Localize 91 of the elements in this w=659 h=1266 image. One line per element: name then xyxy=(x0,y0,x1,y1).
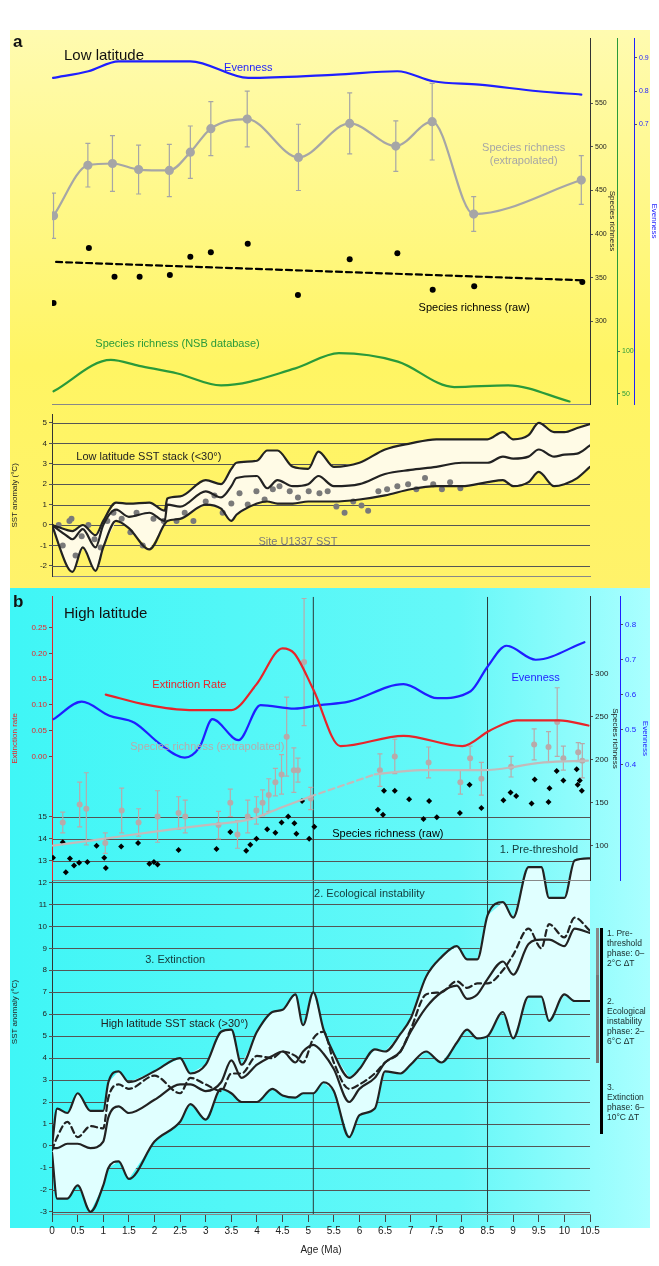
x-tick-label: 4.5 xyxy=(275,1224,290,1236)
x-tick-label: 6.5 xyxy=(378,1224,393,1236)
y2-axis-title: Evenness xyxy=(650,203,659,239)
x-tick-label: 2 xyxy=(151,1224,158,1236)
y-tick-label: 0 xyxy=(42,1141,48,1151)
x-tick-label: 1.5 xyxy=(121,1224,137,1236)
y-tick-label: 15 xyxy=(38,811,48,821)
x-tick-label: 2.5 xyxy=(173,1224,188,1236)
annotation: 2. Ecological instability xyxy=(314,886,426,899)
text: 3. Extinction phase: 6–10°C ΔT xyxy=(607,1082,646,1122)
y3-tick-label: 0.5 xyxy=(625,724,637,734)
y-tick-label: -1 xyxy=(39,540,48,550)
y-tick-label: 3 xyxy=(42,1075,48,1085)
y-tick-label: 5 xyxy=(42,1031,48,1041)
y-tick-label: 5 xyxy=(42,418,48,428)
annotation: 1. Pre-threshold xyxy=(499,842,579,855)
series-label: Evenness xyxy=(224,60,273,73)
y3-tick-label: 0.4 xyxy=(625,759,637,769)
y-tick-label: -2 xyxy=(39,561,48,570)
y-tick-label: 4 xyxy=(42,438,48,448)
y-tick-label: -1 xyxy=(39,1163,48,1173)
y-tick-label: 11 xyxy=(38,899,48,909)
y-tick-label: 9 xyxy=(42,943,48,953)
text: 2. Ecological instability phase: 2–6°C ΔT xyxy=(607,996,647,1046)
x-tick-label: 4 xyxy=(254,1224,261,1236)
y-tick-label: 0.20 xyxy=(31,648,48,658)
y-axis-title: SST anomaly (°C) xyxy=(10,462,19,528)
y-tick-label: 3 xyxy=(42,458,48,468)
y-tick-label: 7 xyxy=(42,987,48,997)
text: 1. Pre-threshold phase: 0–2°C ΔT xyxy=(607,928,646,968)
y-tick-label: 0.25 xyxy=(31,622,48,632)
y3-tick-label: 0.6 xyxy=(625,689,637,699)
y3-tick-label: 0.8 xyxy=(625,619,637,629)
y-axis-title: Extinction rate xyxy=(10,712,19,764)
y-tick-label: 0 xyxy=(42,520,48,530)
text: a xyxy=(13,32,23,52)
y-tick-label: 2 xyxy=(42,479,48,489)
x-axis-title: Age (Ma) xyxy=(300,1243,342,1255)
x-tick-label: 3.5 xyxy=(224,1224,239,1236)
y-tick-label: 0.15 xyxy=(31,674,48,684)
x-tick-label: 1 xyxy=(100,1224,107,1236)
series-label: Extinction Rate xyxy=(152,678,227,691)
text: High latitude SST stack (>30°) xyxy=(100,1016,249,1029)
y-tick-label: 2 xyxy=(42,1097,48,1107)
y-tick-label: 8 xyxy=(42,965,48,975)
x-tick-label: 5 xyxy=(305,1224,312,1236)
y3-axis-title: Evenness xyxy=(641,720,650,756)
y2-tick-label: 250 xyxy=(595,712,609,722)
y-tick-label: 6 xyxy=(42,1009,48,1019)
y-axis-title: SST anomaly (°C) xyxy=(10,979,19,1045)
text: b xyxy=(13,592,24,612)
x-tick-label: 8 xyxy=(459,1224,466,1236)
series-label: Species richness (raw) xyxy=(418,301,530,314)
y-tick-label: 0.10 xyxy=(31,700,48,710)
x-tick-label: 7 xyxy=(407,1224,414,1236)
y-tick-label: 1 xyxy=(42,1119,48,1129)
y2-tick-label: 150 xyxy=(595,797,609,807)
annotation: 3. Extinction xyxy=(145,952,206,965)
x-tick-label: 0.5 xyxy=(70,1224,86,1236)
series-label: Evenness xyxy=(511,670,561,683)
x-tick-label: 9 xyxy=(510,1224,517,1236)
y-tick-label: 12 xyxy=(38,877,48,887)
y-axis-title: Species richness xyxy=(608,190,617,252)
x-tick-label: 6 xyxy=(356,1224,363,1236)
text: Low latitude xyxy=(64,45,145,63)
y2-axis-title: Species richness xyxy=(611,708,620,769)
x-tick-label: 9.5 xyxy=(531,1224,547,1236)
y-tick-label: 14 xyxy=(38,833,48,843)
y-tick-label: 0.00 xyxy=(31,751,48,761)
series-label: Species richness (raw) xyxy=(332,826,444,839)
y-tick-label: 0.05 xyxy=(31,725,48,735)
series-label: Species richness (extrapolated) xyxy=(482,140,566,166)
x-tick-label: 3 xyxy=(202,1224,209,1236)
x-tick-label: 5.5 xyxy=(326,1224,342,1236)
text: High latitude xyxy=(64,604,148,622)
y-tick-label: -2 xyxy=(39,1185,48,1195)
x-tick-label: 8.5 xyxy=(480,1224,495,1236)
x-tick-label: 10.5 xyxy=(580,1224,601,1236)
x-tick-label: 7.5 xyxy=(429,1224,444,1236)
y-tick-label: 13 xyxy=(38,855,48,865)
y-tick-label: 4 xyxy=(42,1053,48,1063)
y2-tick-label: 200 xyxy=(595,755,609,765)
y-tick-label: -3 xyxy=(39,1207,48,1217)
series-label: Site U1337 SST xyxy=(258,535,338,548)
y3-tick-label: 0.7 xyxy=(625,654,637,664)
y-tick-label: 1 xyxy=(42,499,48,509)
y2-tick-label: 100 xyxy=(595,840,609,850)
series-label: Species richness (NSB database) xyxy=(95,336,260,349)
text: Low latitude SST stack (<30°) xyxy=(76,449,222,462)
y-tick-label: 10 xyxy=(38,921,48,931)
x-tick-label: 10 xyxy=(558,1224,571,1236)
